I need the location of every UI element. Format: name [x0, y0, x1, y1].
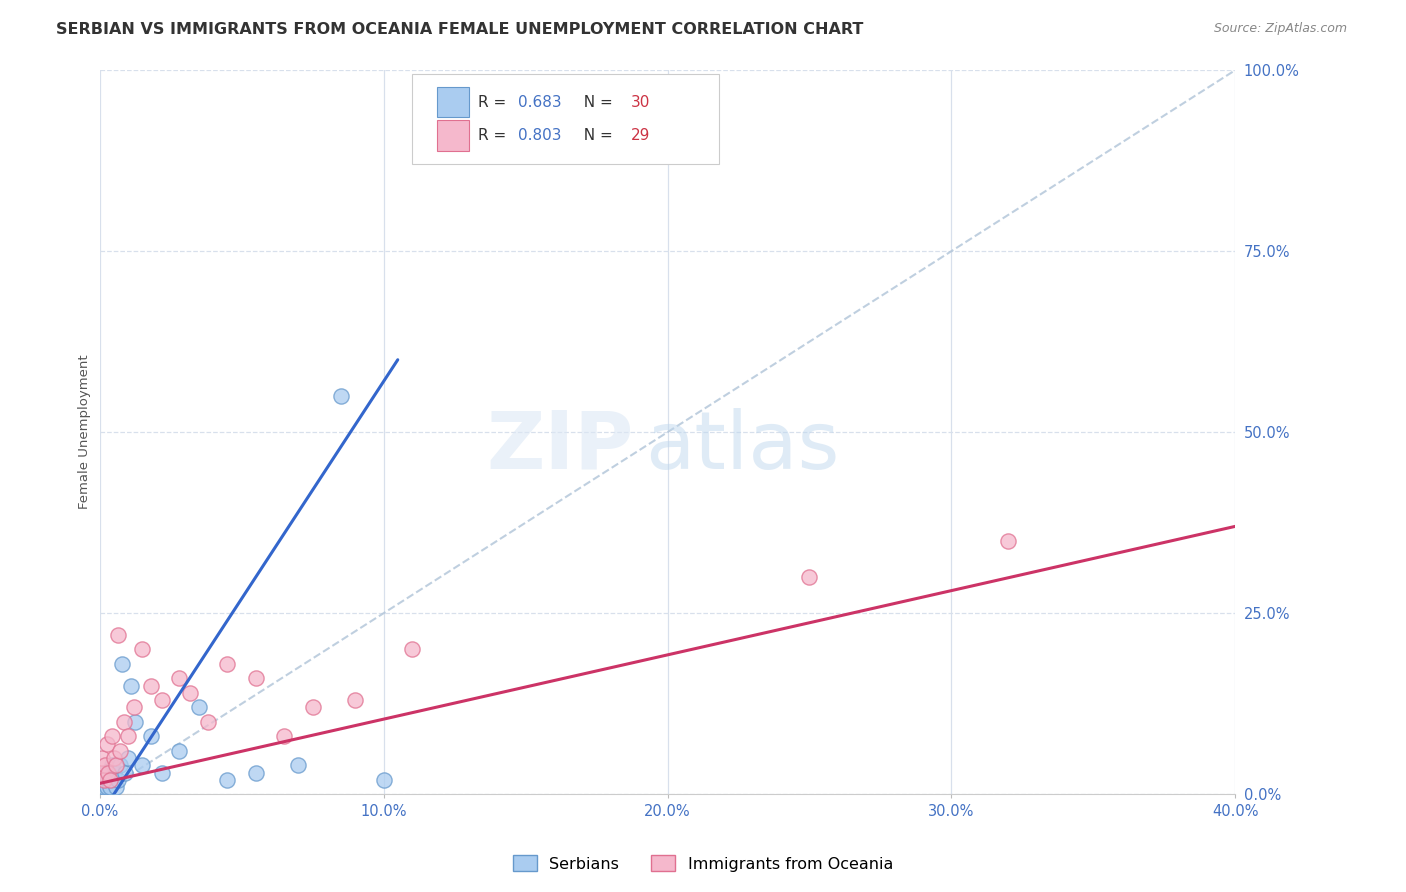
Point: [122, 700, 145, 714]
Point: [94, 772, 117, 787]
Point: [107, 772, 129, 787]
Text: 0.803: 0.803: [517, 128, 561, 144]
Point: [330, 389, 353, 403]
Point: [103, 751, 125, 765]
Point: [997, 533, 1019, 548]
Point: [117, 730, 139, 744]
Point: [96, 772, 118, 787]
Point: [93, 780, 115, 794]
Text: ZIP: ZIP: [486, 408, 634, 485]
Text: atlas: atlas: [645, 408, 839, 485]
Y-axis label: Female Unemployment: Female Unemployment: [79, 355, 91, 509]
Point: [108, 744, 131, 758]
Point: [273, 730, 295, 744]
FancyBboxPatch shape: [412, 74, 718, 164]
Point: [96, 780, 118, 794]
Point: [117, 751, 139, 765]
Point: [108, 758, 131, 772]
Point: [245, 672, 267, 686]
Point: [105, 758, 128, 772]
Point: [103, 772, 125, 787]
Point: [120, 679, 142, 693]
Text: N =: N =: [575, 128, 619, 144]
Point: [105, 780, 128, 794]
Point: [139, 679, 162, 693]
Point: [100, 730, 122, 744]
Point: [799, 570, 821, 584]
Point: [94, 758, 117, 772]
Legend: Serbians, Immigrants from Oceania: Serbians, Immigrants from Oceania: [505, 847, 901, 880]
Text: R =: R =: [478, 95, 510, 110]
Text: 29: 29: [631, 128, 651, 144]
Point: [97, 765, 120, 780]
Point: [98, 772, 121, 787]
FancyBboxPatch shape: [437, 87, 468, 118]
Point: [124, 714, 146, 729]
Point: [139, 730, 162, 744]
Point: [131, 758, 153, 772]
Point: [373, 772, 395, 787]
Point: [401, 642, 423, 657]
Text: R =: R =: [478, 128, 510, 144]
Point: [150, 765, 173, 780]
Point: [245, 765, 267, 780]
Point: [287, 758, 309, 772]
Text: SERBIAN VS IMMIGRANTS FROM OCEANIA FEMALE UNEMPLOYMENT CORRELATION CHART: SERBIAN VS IMMIGRANTS FROM OCEANIA FEMAL…: [56, 22, 863, 37]
Text: 30: 30: [631, 95, 651, 110]
Point: [167, 744, 190, 758]
Text: Source: ZipAtlas.com: Source: ZipAtlas.com: [1213, 22, 1347, 36]
Point: [301, 700, 323, 714]
Point: [179, 686, 201, 700]
Point: [97, 765, 120, 780]
Point: [100, 780, 122, 794]
Point: [188, 700, 211, 714]
Point: [167, 672, 190, 686]
Point: [107, 628, 129, 642]
Point: [111, 657, 134, 671]
Text: N =: N =: [575, 95, 619, 110]
Point: [112, 714, 135, 729]
FancyBboxPatch shape: [437, 120, 468, 151]
Point: [96, 737, 118, 751]
Point: [100, 758, 122, 772]
Point: [93, 772, 115, 787]
Point: [131, 642, 153, 657]
Point: [197, 714, 219, 729]
Point: [91, 772, 114, 787]
Point: [150, 693, 173, 707]
Point: [90, 765, 112, 780]
Point: [217, 772, 239, 787]
Point: [90, 780, 112, 794]
Text: 0.683: 0.683: [517, 95, 561, 110]
Point: [114, 765, 136, 780]
Point: [344, 693, 367, 707]
Point: [217, 657, 239, 671]
Point: [103, 765, 125, 780]
Point: [93, 765, 115, 780]
Point: [91, 751, 114, 765]
